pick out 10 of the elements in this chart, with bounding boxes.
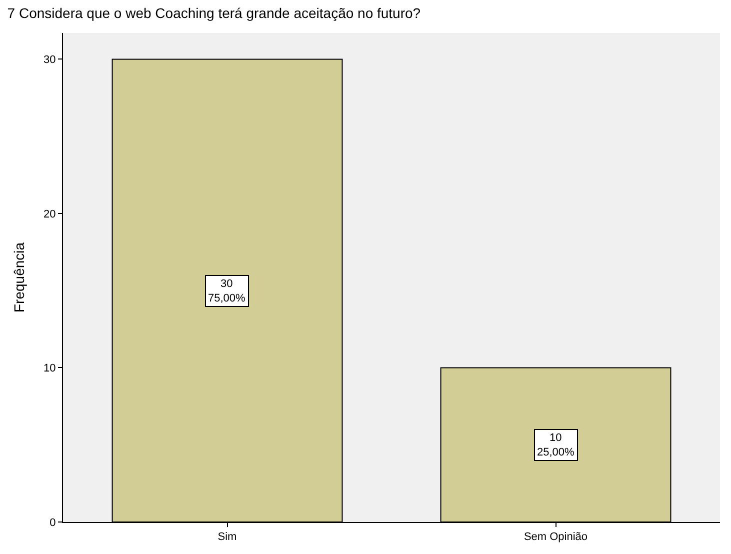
x-tick-label: Sem Opinião: [524, 531, 588, 544]
data-label: 10 25,00%: [537, 432, 575, 458]
y-tick-label: 20: [44, 208, 56, 220]
y-tick-label: 10: [44, 362, 56, 375]
y-tick-label: 0: [50, 516, 56, 529]
data-label: 30 75,00%: [208, 278, 246, 304]
y-tick-label: 30: [44, 54, 56, 66]
y-axis-title: Frequência: [11, 242, 28, 313]
x-tick-label: Sim: [218, 531, 237, 544]
chart-title: 7 Considera que o web Coaching terá grande aceitação no futuro?: [7, 5, 421, 22]
